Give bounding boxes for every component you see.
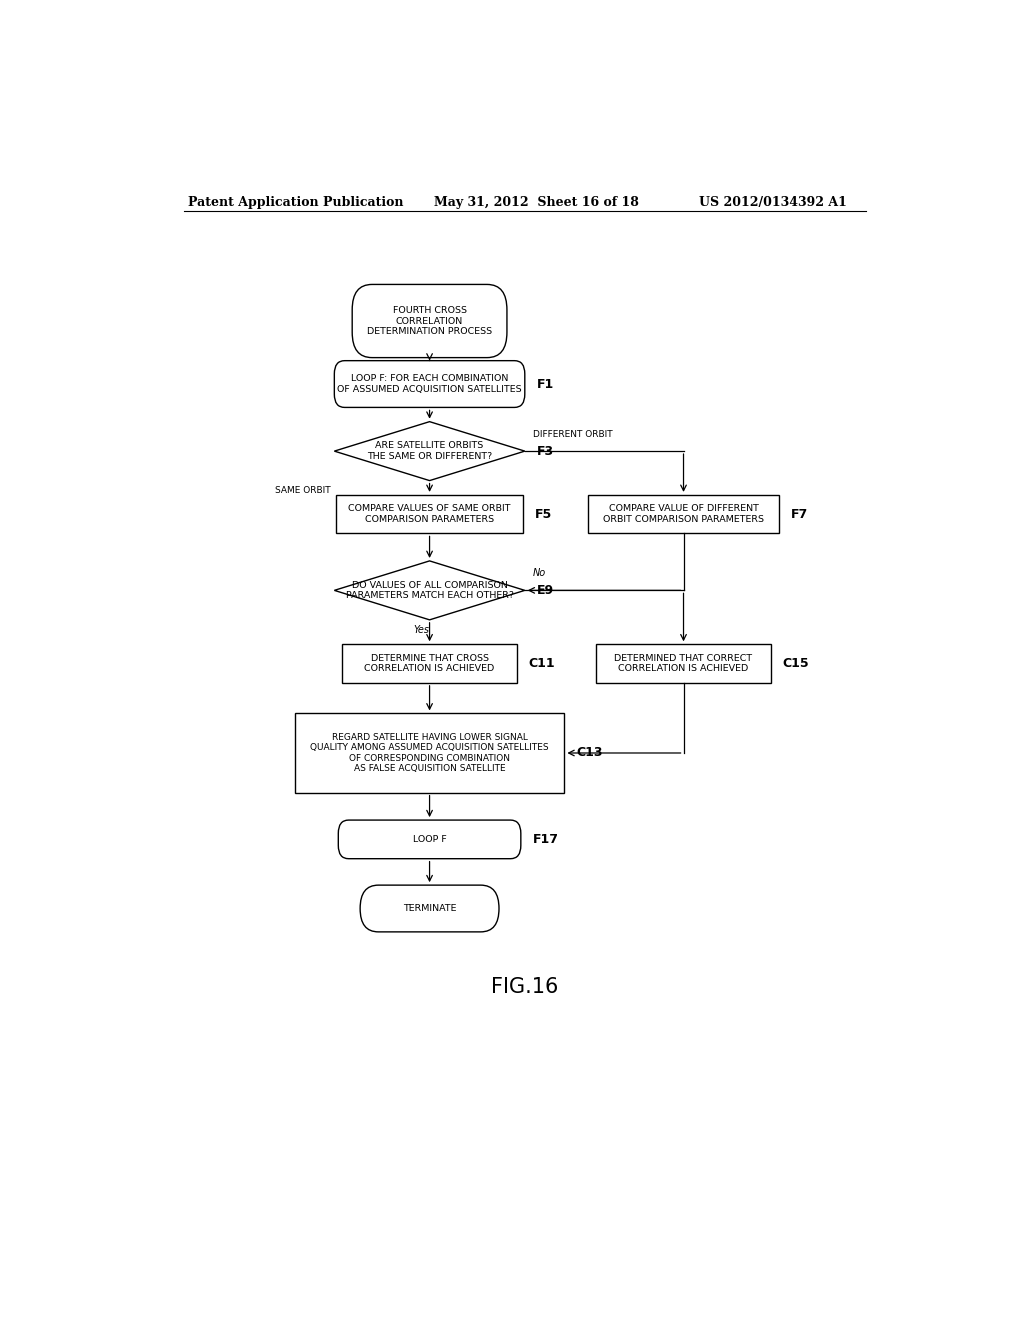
Text: ARE SATELLITE ORBITS
THE SAME OR DIFFERENT?: ARE SATELLITE ORBITS THE SAME OR DIFFERE… xyxy=(367,441,493,461)
Text: LOOP F: LOOP F xyxy=(413,834,446,843)
Text: TERMINATE: TERMINATE xyxy=(402,904,457,913)
Text: SAME ORBIT: SAME ORBIT xyxy=(274,486,331,495)
Text: F5: F5 xyxy=(535,508,552,520)
Text: US 2012/0134392 A1: US 2012/0134392 A1 xyxy=(699,195,847,209)
Text: May 31, 2012  Sheet 16 of 18: May 31, 2012 Sheet 16 of 18 xyxy=(433,195,638,209)
Text: COMPARE VALUES OF SAME ORBIT
COMPARISON PARAMETERS: COMPARE VALUES OF SAME ORBIT COMPARISON … xyxy=(348,504,511,524)
Text: No: No xyxy=(532,568,546,578)
Bar xyxy=(342,644,517,682)
Bar xyxy=(596,644,771,682)
Polygon shape xyxy=(334,421,524,480)
FancyBboxPatch shape xyxy=(338,820,521,859)
Text: C15: C15 xyxy=(782,657,809,671)
Bar xyxy=(336,495,523,533)
FancyBboxPatch shape xyxy=(360,886,499,932)
Bar xyxy=(295,713,564,792)
Text: C11: C11 xyxy=(528,657,555,671)
Text: F1: F1 xyxy=(537,378,554,391)
Text: DO VALUES OF ALL COMPARISON
PARAMETERS MATCH EACH OTHER?: DO VALUES OF ALL COMPARISON PARAMETERS M… xyxy=(345,581,514,601)
Polygon shape xyxy=(334,561,524,620)
Text: COMPARE VALUE OF DIFFERENT
ORBIT COMPARISON PARAMETERS: COMPARE VALUE OF DIFFERENT ORBIT COMPARI… xyxy=(603,504,764,524)
Text: F3: F3 xyxy=(537,445,554,458)
Text: DETERMINE THAT CROSS
CORRELATION IS ACHIEVED: DETERMINE THAT CROSS CORRELATION IS ACHI… xyxy=(365,653,495,673)
Text: F7: F7 xyxy=(791,508,808,520)
FancyBboxPatch shape xyxy=(334,360,524,408)
FancyBboxPatch shape xyxy=(352,284,507,358)
Text: C13: C13 xyxy=(577,747,603,759)
Text: REGARD SATELLITE HAVING LOWER SIGNAL
QUALITY AMONG ASSUMED ACQUISITION SATELLITE: REGARD SATELLITE HAVING LOWER SIGNAL QUA… xyxy=(310,733,549,774)
Bar xyxy=(588,495,778,533)
Text: FIG.16: FIG.16 xyxy=(492,977,558,997)
Text: DETERMINED THAT CORRECT
CORRELATION IS ACHIEVED: DETERMINED THAT CORRECT CORRELATION IS A… xyxy=(614,653,753,673)
Text: Patent Application Publication: Patent Application Publication xyxy=(187,195,403,209)
Text: Yes: Yes xyxy=(414,624,430,635)
Text: LOOP F: FOR EACH COMBINATION
OF ASSUMED ACQUISITION SATELLITES: LOOP F: FOR EACH COMBINATION OF ASSUMED … xyxy=(337,375,522,393)
Text: DIFFERENT ORBIT: DIFFERENT ORBIT xyxy=(532,430,612,440)
Text: FOURTH CROSS
CORRELATION
DETERMINATION PROCESS: FOURTH CROSS CORRELATION DETERMINATION P… xyxy=(367,306,493,335)
Text: E9: E9 xyxy=(537,583,554,597)
Text: F17: F17 xyxy=(532,833,559,846)
